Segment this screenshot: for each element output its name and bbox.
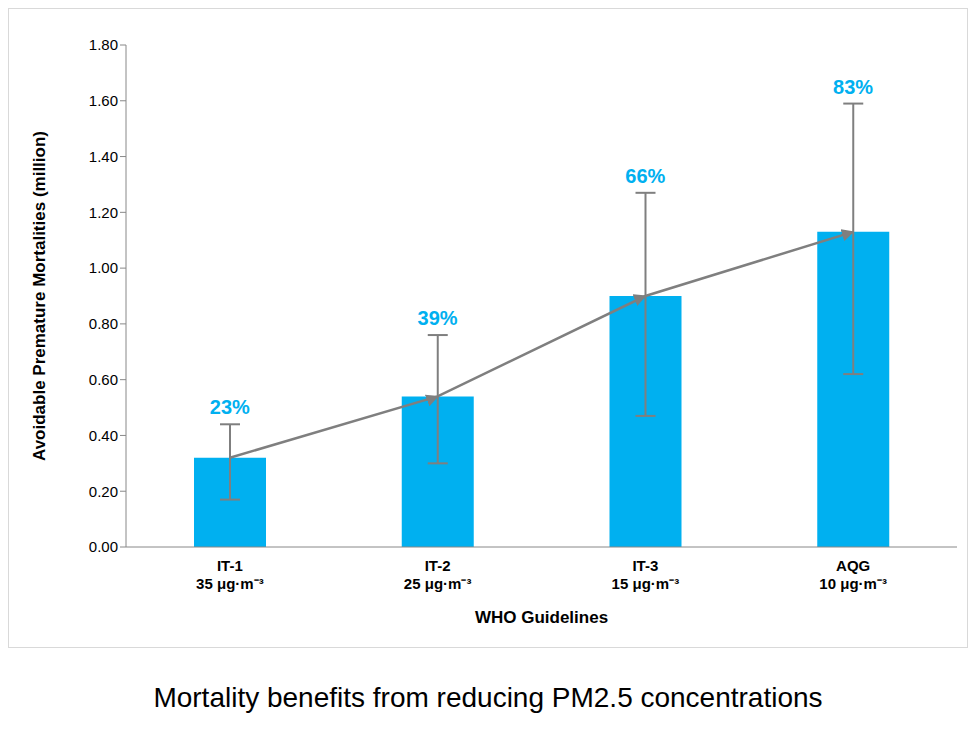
svg-text:IT-315 μg·m⁻³: IT-315 μg·m⁻³ [612,557,680,592]
svg-text:0.00: 0.00 [89,538,118,555]
svg-text:AQG10 μg·m⁻³: AQG10 μg·m⁻³ [819,557,887,592]
svg-text:0.60: 0.60 [89,371,118,388]
svg-text:0.80: 0.80 [89,315,118,332]
svg-text:Avoidable Premature Mortalitie: Avoidable Premature Mortalities (million… [30,131,49,461]
svg-text:39%: 39% [418,307,458,329]
svg-text:WHO Guidelines: WHO Guidelines [475,608,608,627]
svg-text:1.20: 1.20 [89,204,118,221]
svg-text:0.20: 0.20 [89,483,118,500]
svg-text:1.00: 1.00 [89,259,118,276]
svg-text:0.40: 0.40 [89,427,118,444]
svg-text:1.80: 1.80 [89,36,118,53]
html-text:Mortality benefits from reduci: Mortality benefits from reducing PM2.5 c… [153,682,823,713]
svg-text:66%: 66% [625,165,665,187]
svg-text:IT-135 μg·m⁻³: IT-135 μg·m⁻³ [196,557,264,592]
svg-text:1.60: 1.60 [89,92,118,109]
svg-text:IT-225 μg·m⁻³: IT-225 μg·m⁻³ [404,557,472,592]
svg-text:1.40: 1.40 [89,148,118,165]
svg-text:83%: 83% [833,76,873,98]
svg-text:23%: 23% [210,396,250,418]
